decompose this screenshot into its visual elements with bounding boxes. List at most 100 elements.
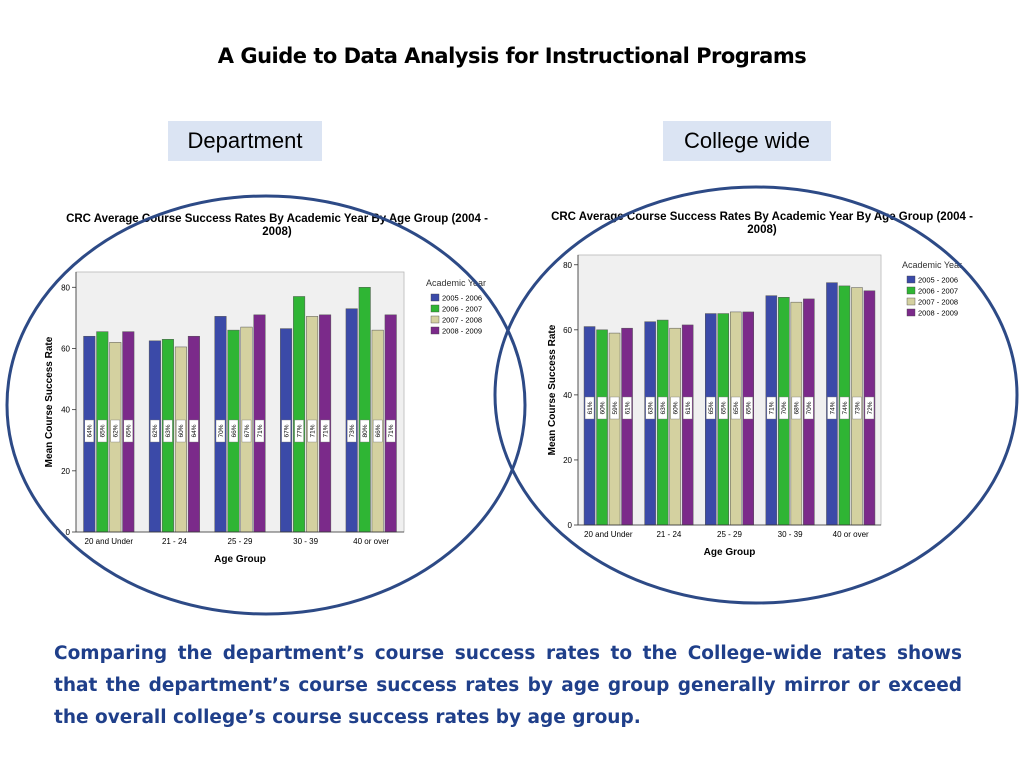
legend-label: 2008 - 2009 (442, 327, 482, 336)
x-axis-label: Age Group (704, 547, 756, 558)
data-label: 61% (587, 401, 594, 414)
x-tick-label: 40 or over (353, 537, 389, 546)
data-label: 77% (296, 424, 303, 437)
data-label: 65% (746, 401, 753, 414)
department-chart: CRC Average Course Success Rates By Acad… (30, 205, 510, 585)
data-label: 61% (624, 401, 631, 414)
data-label: 65% (100, 424, 107, 437)
y-tick-label: 0 (66, 528, 71, 537)
y-tick-label: 80 (61, 283, 70, 292)
x-tick-label: 25 - 29 (717, 530, 742, 539)
legend-swatch (906, 286, 916, 295)
data-label: 67% (244, 424, 251, 437)
legend-label: 2005 - 2006 (918, 276, 958, 285)
bar (358, 287, 371, 533)
data-label: 64% (191, 424, 198, 437)
legend-swatch (430, 304, 440, 313)
page-title: A Guide to Data Analysis for Instruction… (217, 44, 807, 68)
college-wide-label: College wide (663, 121, 831, 161)
data-label: 74% (842, 401, 849, 414)
chart-title-line2: 2008) (262, 226, 292, 238)
bar (644, 321, 656, 526)
bar (656, 319, 669, 526)
legend-label: 2007 - 2008 (442, 316, 482, 325)
bar (608, 332, 621, 526)
x-tick-label: 25 - 29 (228, 537, 253, 546)
data-label: 60% (178, 424, 185, 437)
y-tick-label: 40 (563, 391, 572, 400)
legend-title: Academic Year (902, 260, 962, 270)
data-label: 63% (647, 401, 654, 414)
data-label: 70% (806, 401, 813, 414)
x-tick-label: 21 - 24 (162, 537, 187, 546)
data-label: 67% (283, 424, 290, 437)
data-label: 66% (375, 424, 382, 437)
data-label: 60% (599, 401, 606, 414)
y-tick-label: 60 (61, 344, 70, 353)
chart-title-line2: 2008) (747, 224, 777, 236)
data-label: 68% (794, 401, 801, 414)
legend-swatch (430, 326, 440, 335)
department-label: Department (168, 121, 322, 161)
x-tick-label: 40 or over (833, 530, 869, 539)
legend-label: 2005 - 2006 (442, 294, 482, 303)
data-label: 71% (388, 424, 395, 437)
data-label: 65% (126, 424, 133, 437)
legend-label: 2008 - 2009 (918, 309, 958, 318)
data-label: 59% (612, 401, 619, 414)
data-label: 70% (218, 424, 225, 437)
y-axis-label: Mean Course Success Rate (44, 336, 55, 467)
data-label: 65% (708, 401, 715, 414)
data-label: 71% (322, 424, 329, 437)
legend-title: Academic Year (426, 278, 486, 288)
y-axis-label: Mean Course Success Rate (547, 324, 558, 455)
legend-swatch (906, 297, 916, 306)
legend-swatch (906, 275, 916, 284)
bar (583, 326, 596, 526)
college-wide-chart-svg: CRC Average Course Success Rates By Acad… (547, 211, 973, 558)
data-label: 64% (87, 424, 94, 437)
data-label: 61% (685, 401, 692, 414)
y-tick-label: 20 (563, 456, 572, 465)
bar (681, 324, 694, 526)
legend-label: 2006 - 2007 (442, 305, 482, 314)
bar (717, 313, 729, 526)
x-tick-label: 30 - 39 (778, 530, 803, 539)
x-tick-label: 21 - 24 (656, 530, 681, 539)
data-label: 71% (309, 424, 316, 437)
bar (669, 327, 681, 526)
data-label: 63% (165, 424, 172, 437)
y-tick-label: 20 (61, 467, 70, 476)
data-label: 65% (733, 401, 740, 414)
data-label: 65% (721, 401, 728, 414)
legend-swatch (906, 308, 916, 317)
y-tick-label: 0 (568, 521, 573, 530)
x-axis-label: Age Group (214, 554, 266, 565)
data-label: 70% (781, 401, 788, 414)
bar (596, 329, 608, 526)
x-tick-label: 30 - 39 (293, 537, 318, 546)
data-label: 71% (257, 424, 264, 437)
data-label: 60% (672, 401, 679, 414)
legend-label: 2006 - 2007 (918, 287, 958, 296)
department-chart-svg: CRC Average Course Success Rates By Acad… (44, 213, 488, 565)
legend-swatch (430, 293, 440, 302)
college-wide-chart: CRC Average Course Success Rates By Acad… (535, 205, 985, 565)
y-tick-label: 60 (563, 326, 572, 335)
bar (293, 296, 306, 533)
data-label: 71% (769, 401, 776, 414)
y-tick-label: 40 (61, 406, 70, 415)
data-label: 62% (113, 424, 120, 437)
data-label: 74% (829, 401, 836, 414)
legend-swatch (430, 315, 440, 324)
data-label: 73% (854, 401, 861, 414)
y-tick-label: 80 (563, 261, 572, 270)
caption-text: Comparing the department’s course succes… (54, 643, 962, 728)
data-label: 63% (660, 401, 667, 414)
x-tick-label: 20 and Under (584, 530, 633, 539)
chart-title-line1: CRC Average Course Success Rates By Acad… (551, 211, 973, 223)
bar (705, 313, 717, 526)
legend-label: 2007 - 2008 (918, 298, 958, 307)
x-tick-label: 20 and Under (85, 537, 134, 546)
data-label: 66% (231, 424, 238, 437)
